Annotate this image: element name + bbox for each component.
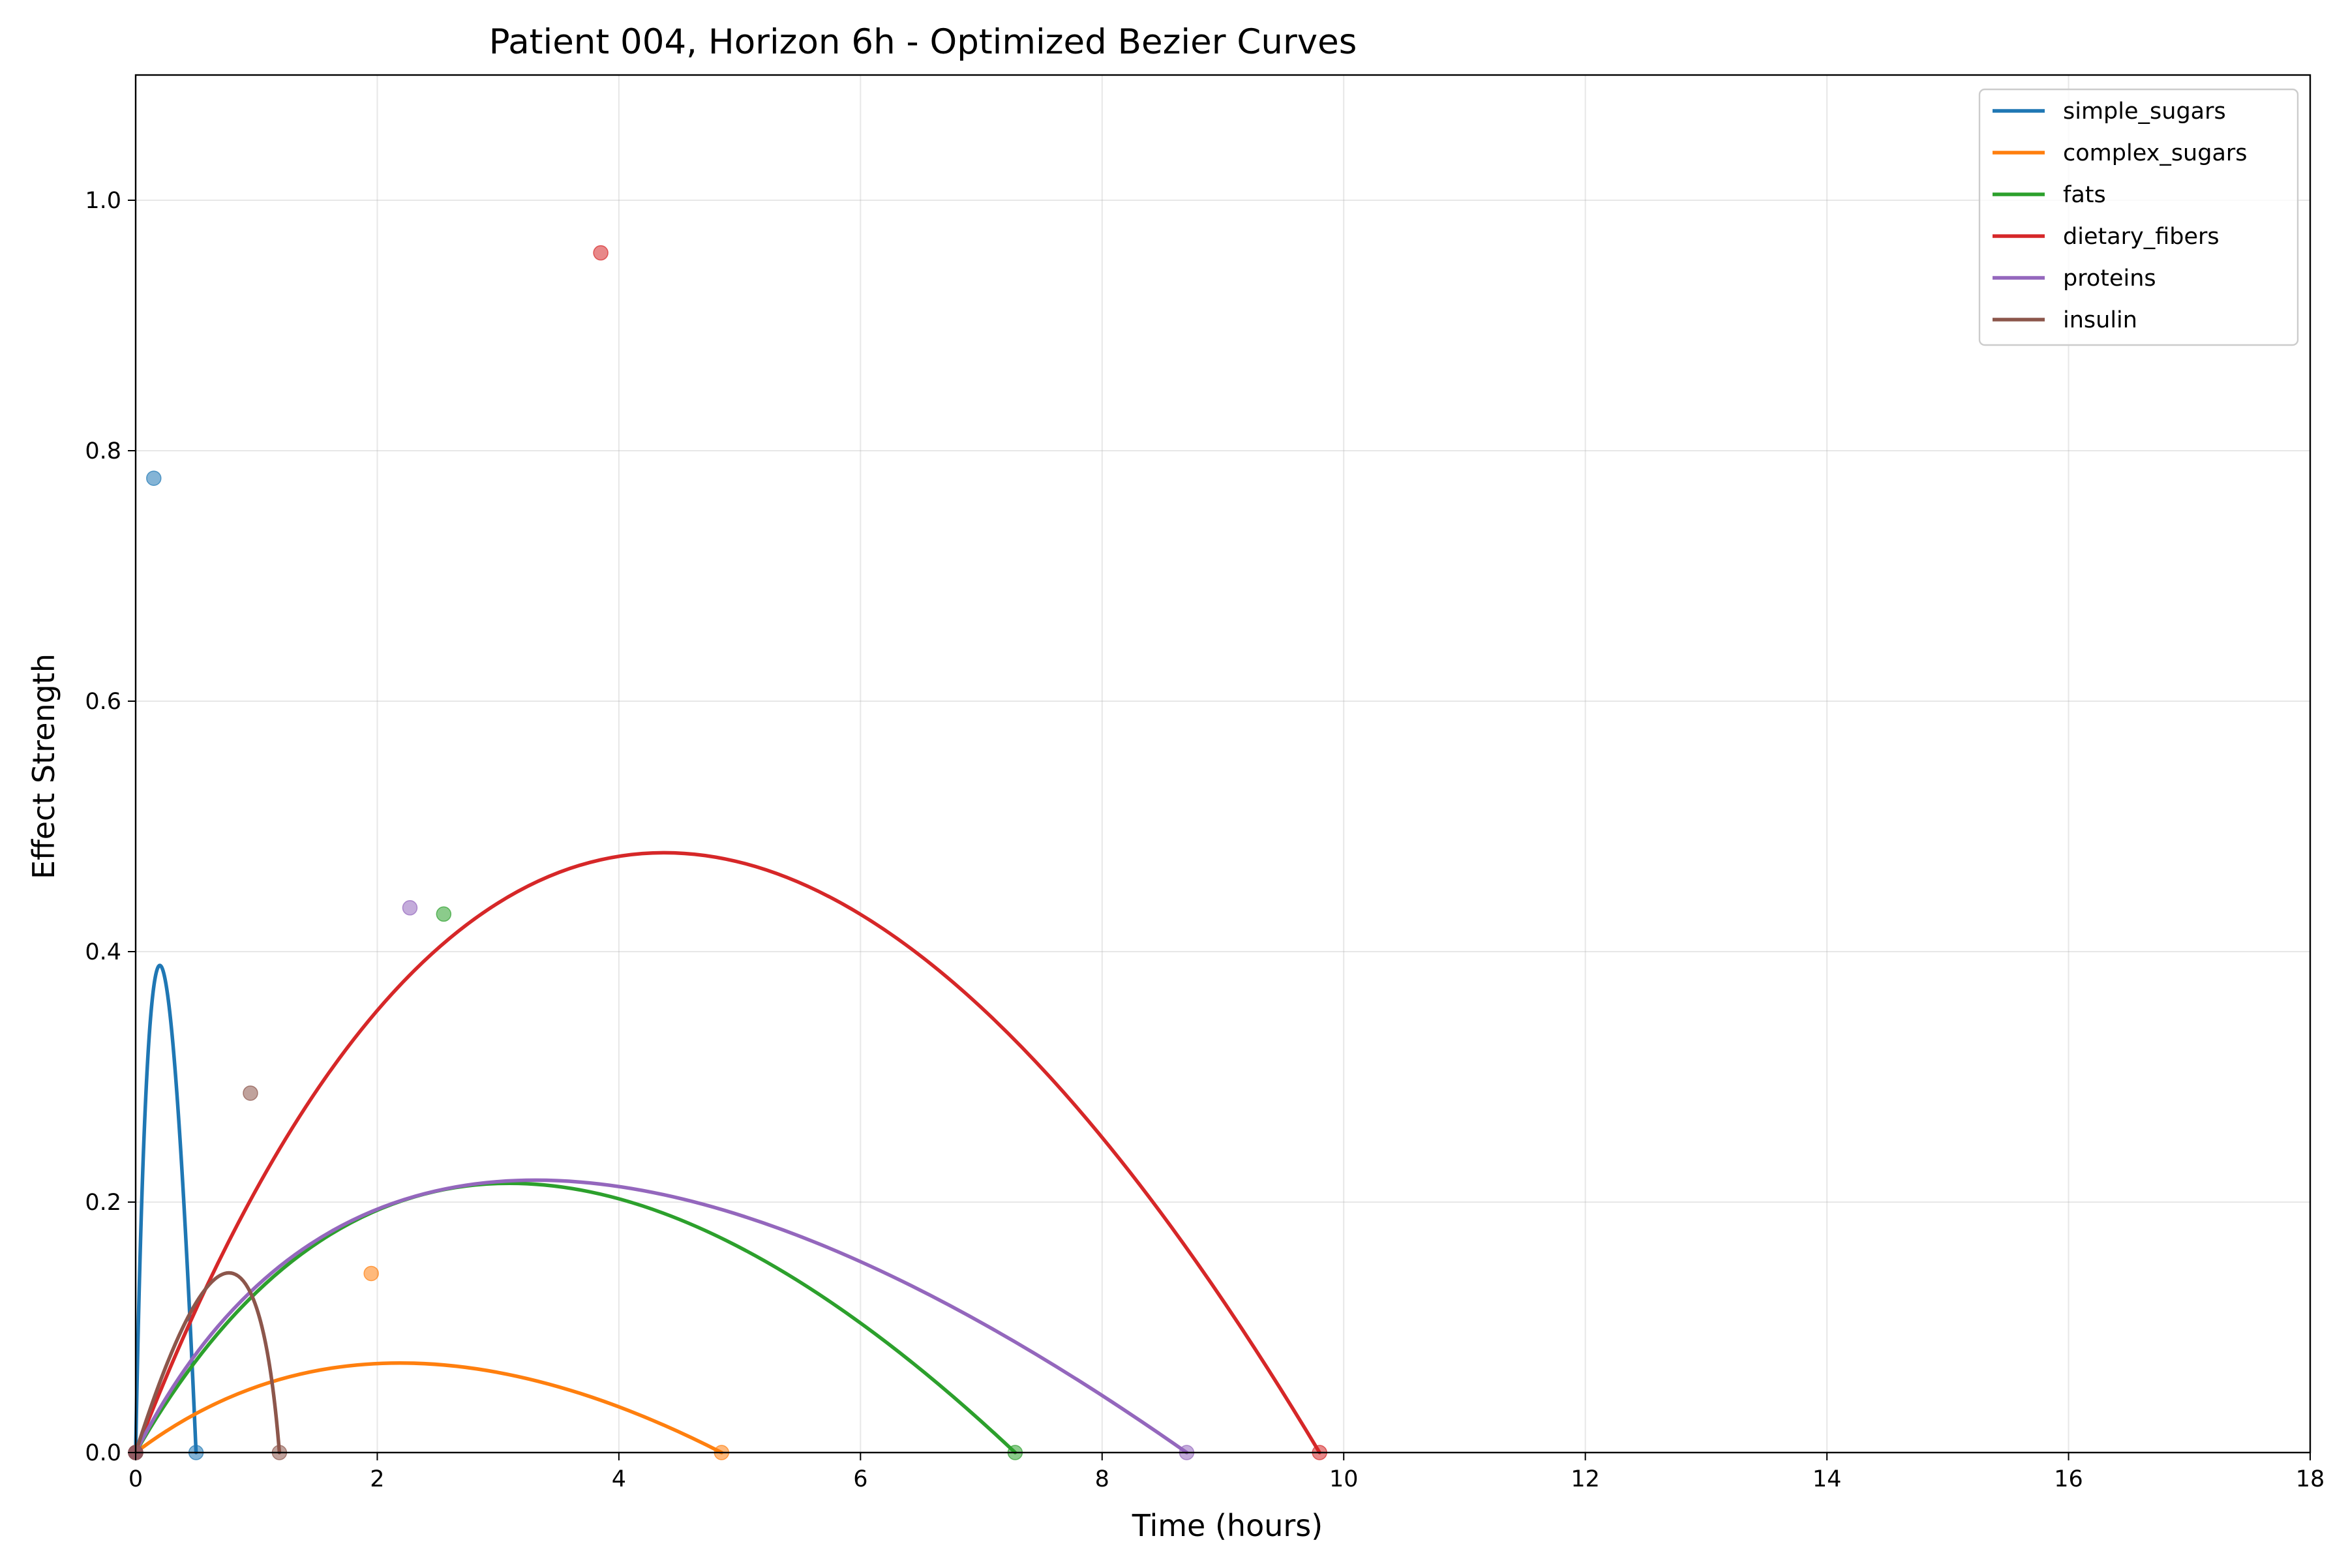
x-tick-label: 10 (1329, 1466, 1359, 1492)
x-tick-label: 8 (1095, 1466, 1109, 1492)
x-tick-label: 6 (853, 1466, 867, 1492)
legend-label-fats: fats (2063, 182, 2106, 208)
y-tick-label: 0.4 (85, 939, 121, 965)
y-tick-label: 0.2 (85, 1190, 121, 1216)
y-tick-label: 1.0 (85, 188, 121, 214)
curve-dietary_fibers (134, 851, 1321, 1455)
x-tick-label: 0 (128, 1466, 143, 1492)
legend-label-insulin: insulin (2063, 307, 2137, 333)
curve-fats (134, 1181, 1017, 1455)
legend-label-proteins: proteins (2063, 265, 2156, 292)
plot-frame (134, 74, 2311, 1454)
curves-layer (134, 851, 1321, 1455)
control-point-insulin (243, 1085, 258, 1101)
curve-complex_sugars (134, 1361, 724, 1455)
curve-proteins (134, 1178, 1189, 1455)
curve-simple_sugars (134, 963, 198, 1455)
x-tick-label: 18 (2296, 1466, 2325, 1492)
x-tick-label: 4 (612, 1466, 626, 1492)
x-axis-label: Time (hours) (1132, 1508, 1323, 1543)
x-tick-label: 12 (1571, 1466, 1600, 1492)
y-tick-label: 0.8 (85, 438, 121, 464)
legend-label-complex_sugars: complex_sugars (2063, 140, 2248, 166)
x-tick-label: 14 (1813, 1466, 1842, 1492)
control-point-proteins (402, 900, 418, 916)
x-tick-label: 2 (370, 1466, 384, 1492)
legend-box (1978, 88, 2299, 346)
control-point-dietary_fibers (593, 245, 609, 261)
chart-title: Patient 004, Horizon 6h - Optimized Bezi… (489, 22, 1357, 62)
axis-ticks: 0 2 4 6 8 10 12 14 16 18 0.0 0.2 0.4 0.6 0.8 1.0 (85, 188, 2325, 1492)
y-tick-label: 0.6 (85, 689, 121, 715)
control-point-complex_sugars (363, 1265, 379, 1282)
control-point-fats (436, 906, 452, 922)
y-axis-label: Effect Strength (26, 654, 61, 879)
x-tick-label: 16 (2054, 1466, 2083, 1492)
legend-label-simple_sugars: simple_sugars (2063, 98, 2226, 125)
legend-label-dietary_fibers: dietary_fibers (2063, 224, 2220, 250)
curve-insulin (134, 1271, 282, 1455)
control-point-simple_sugars (146, 470, 162, 486)
y-tick-label: 0.0 (85, 1440, 121, 1466)
